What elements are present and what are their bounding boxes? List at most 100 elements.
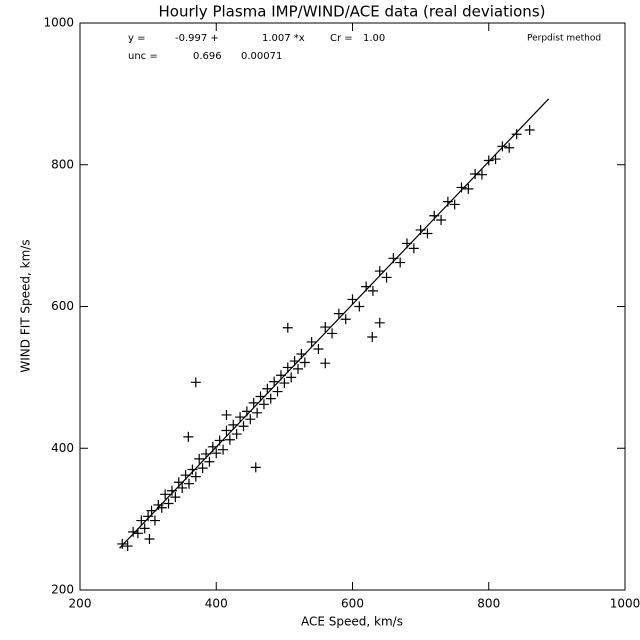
point	[296, 348, 307, 359]
point	[235, 412, 246, 423]
chart-title: Hourly Plasma IMP/WIND/ACE data (real de…	[159, 3, 546, 21]
point	[333, 308, 344, 319]
point	[221, 425, 232, 436]
point	[228, 419, 239, 430]
annotation: 1.007 *x	[262, 33, 305, 44]
point	[163, 498, 174, 509]
point	[190, 471, 201, 482]
point	[143, 511, 154, 522]
point	[177, 482, 188, 493]
point	[272, 386, 283, 397]
annotation: 0.696	[193, 51, 222, 62]
point	[463, 183, 474, 194]
point	[173, 477, 184, 488]
annotation: Perpdist method	[527, 34, 601, 44]
point	[442, 196, 453, 207]
point	[231, 429, 242, 440]
point	[224, 434, 235, 445]
point	[524, 125, 535, 136]
point	[415, 224, 426, 235]
point	[187, 464, 198, 475]
point	[374, 317, 385, 328]
x-tick-label: 800	[477, 597, 500, 611]
point	[238, 421, 249, 432]
y-tick-label: 400	[51, 441, 74, 455]
point	[144, 533, 155, 544]
point	[139, 523, 150, 534]
x-tick-label: 400	[205, 597, 228, 611]
y-axis-label: WIND FIT Speed, km/s	[19, 239, 33, 372]
point	[347, 294, 358, 305]
point	[388, 253, 399, 264]
point	[194, 453, 205, 464]
point	[248, 397, 259, 408]
point	[299, 357, 310, 368]
x-tick-label: 200	[69, 597, 92, 611]
annotation: 1.00	[363, 33, 385, 44]
point	[122, 541, 133, 552]
point	[293, 363, 303, 374]
y-tick-label: 800	[51, 157, 74, 171]
y-tick-label: 600	[51, 299, 74, 313]
point	[306, 336, 317, 347]
point	[190, 377, 201, 388]
point	[262, 383, 273, 394]
point	[183, 431, 194, 442]
point	[456, 182, 467, 193]
point	[429, 210, 440, 221]
point	[436, 215, 447, 226]
y-tick-label: 1000	[43, 16, 74, 30]
point	[132, 528, 143, 539]
point	[245, 414, 256, 425]
point	[252, 407, 263, 418]
fit-line	[119, 98, 550, 549]
point	[497, 141, 508, 152]
point	[490, 154, 501, 165]
point	[320, 358, 331, 369]
point	[160, 489, 171, 500]
annotation: Cr =	[330, 33, 353, 44]
point	[197, 463, 208, 474]
point	[340, 314, 351, 325]
point	[286, 372, 297, 383]
point	[156, 502, 167, 513]
point	[184, 478, 194, 489]
point	[170, 492, 181, 503]
point	[207, 441, 218, 452]
annotation: y =	[128, 33, 145, 44]
annotation: 0.00071	[241, 51, 282, 62]
point	[367, 331, 378, 342]
point	[149, 515, 160, 526]
point	[204, 456, 215, 467]
point	[361, 281, 372, 292]
point	[483, 155, 494, 166]
annotation: -0.997 +	[175, 33, 219, 44]
point	[221, 409, 232, 420]
point	[313, 344, 324, 355]
point	[241, 406, 252, 417]
point	[395, 257, 406, 268]
point	[504, 142, 515, 153]
point	[476, 169, 487, 180]
x-axis-label: ACE Speed, km/s	[301, 615, 403, 629]
point	[408, 243, 419, 254]
point	[201, 448, 212, 459]
point	[275, 370, 286, 381]
point	[374, 266, 385, 277]
point	[320, 322, 331, 333]
point	[250, 462, 261, 473]
point	[470, 168, 481, 179]
point	[282, 362, 293, 373]
point	[381, 272, 392, 283]
point	[282, 322, 293, 333]
point	[449, 199, 460, 210]
point	[214, 435, 225, 446]
point	[269, 376, 280, 387]
point	[402, 238, 412, 249]
point	[136, 515, 147, 526]
point	[146, 505, 157, 516]
point	[279, 378, 290, 389]
point	[367, 285, 378, 296]
point	[289, 356, 300, 367]
